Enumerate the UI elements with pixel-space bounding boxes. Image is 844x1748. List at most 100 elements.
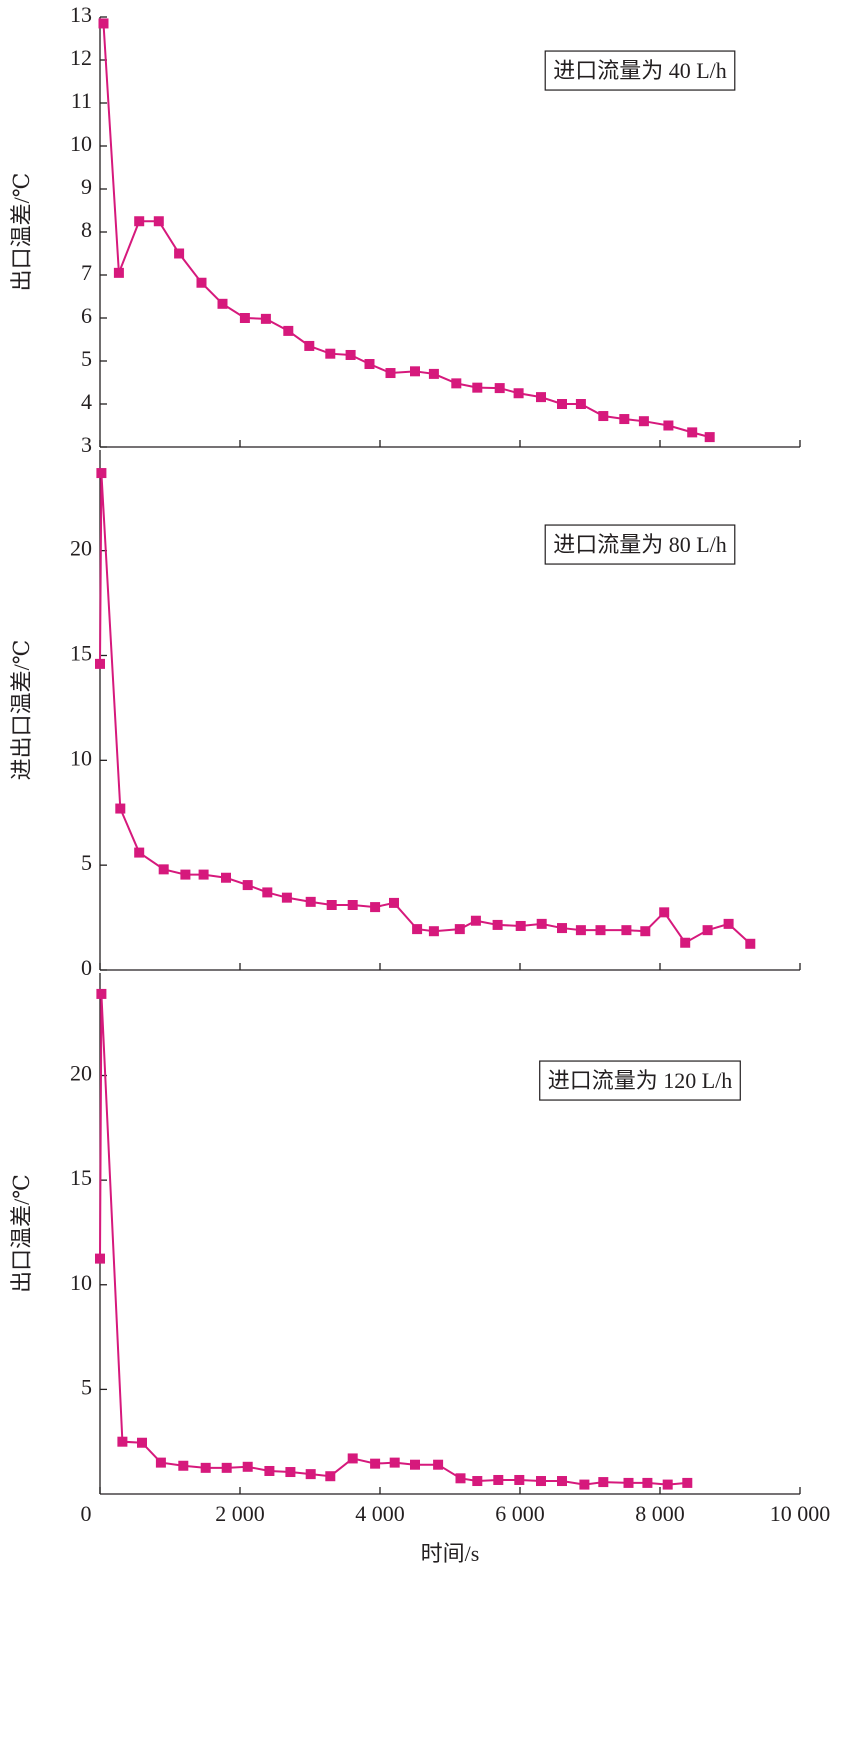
data-point: [134, 216, 145, 227]
data-point: [494, 383, 505, 394]
data-point: [95, 658, 105, 669]
data-point: [137, 1437, 147, 1448]
data-point: [642, 1477, 653, 1488]
y-tick-label: 15: [70, 1165, 92, 1190]
data-point: [305, 896, 316, 907]
y-tick-label: 8: [81, 217, 92, 242]
data-point: [325, 348, 336, 359]
data-point: [158, 864, 169, 875]
data-point: [95, 1253, 105, 1264]
y-tick-label: 12: [70, 45, 92, 70]
data-point: [410, 1459, 420, 1470]
data-point: [451, 378, 462, 389]
data-point: [283, 325, 294, 336]
annotation-box: [539, 1060, 741, 1101]
y-tick-label: 4: [81, 389, 92, 414]
x-tick-label: 10 000: [770, 1501, 831, 1526]
data-point: [515, 920, 526, 931]
data-point: [575, 925, 586, 936]
x-axis-label: 时间/s: [421, 1541, 480, 1566]
data-point: [472, 1476, 483, 1487]
annotation: 进口流量为 40 L/h: [544, 50, 736, 91]
data-point: [579, 1479, 590, 1490]
data-point: [242, 880, 253, 891]
y-tick-label: 7: [81, 260, 92, 285]
data-point: [174, 248, 185, 259]
data-point: [454, 924, 465, 935]
data-point: [557, 399, 567, 409]
x-tick-label: 4 000: [355, 1501, 405, 1526]
data-point: [96, 988, 107, 999]
x-tick-label: 8 000: [635, 1501, 685, 1526]
data-point: [239, 313, 250, 323]
data-point: [326, 900, 337, 910]
y-tick-label: 6: [81, 303, 92, 328]
data-point: [370, 902, 381, 913]
data-point: [178, 1460, 189, 1471]
y-axis-label: 出口温差/℃: [9, 1174, 34, 1293]
data-point: [575, 399, 586, 409]
data-point: [347, 1453, 358, 1464]
y-tick-label: 5: [81, 1374, 92, 1399]
data-point: [745, 938, 756, 949]
data-point: [536, 1476, 546, 1487]
data-point: [285, 1467, 296, 1478]
data-point: [264, 1465, 275, 1476]
data-point: [492, 919, 503, 930]
data-point: [433, 1459, 444, 1470]
data-point: [557, 923, 567, 934]
data-point: [325, 1471, 336, 1482]
data-point: [389, 1457, 400, 1468]
y-tick-label: 10: [70, 745, 92, 770]
data-point: [410, 366, 420, 377]
data-point: [536, 918, 547, 929]
data-point: [260, 313, 271, 324]
data-point: [428, 368, 439, 379]
data-point: [514, 1474, 525, 1485]
y-tick-label: 10: [70, 131, 92, 156]
data-point: [98, 18, 109, 29]
data-point: [134, 847, 145, 858]
data-point: [221, 872, 231, 883]
y-tick-label: 9: [81, 174, 92, 199]
data-point: [198, 869, 209, 880]
data-point: [595, 925, 606, 936]
data-point: [455, 1473, 466, 1484]
data-point: [370, 1458, 381, 1469]
data-point: [723, 918, 734, 929]
annotation: 进口流量为 80 L/h: [544, 524, 736, 565]
data-point: [598, 1477, 609, 1488]
data-point: [200, 1462, 211, 1473]
data-point: [687, 427, 698, 438]
data-point: [347, 900, 358, 910]
y-axis-label: 出口温差/℃: [9, 173, 34, 292]
data-point: [281, 892, 292, 903]
y-tick-label: 10: [70, 1270, 92, 1295]
data-point: [623, 1477, 634, 1488]
data-point: [180, 869, 191, 880]
y-tick-label: 3: [81, 432, 92, 457]
data-point: [389, 897, 399, 908]
data-point: [680, 937, 691, 948]
annotation-text: 进口流量为 80 L/h: [553, 532, 727, 557]
data-point: [304, 340, 315, 351]
y-tick-label: 20: [70, 536, 92, 561]
data-point: [115, 803, 126, 814]
data-point: [96, 468, 107, 479]
data-point: [262, 887, 273, 898]
data-point: [217, 298, 228, 309]
data-point: [598, 411, 609, 422]
data-point: [113, 267, 124, 278]
data-point: [117, 1436, 128, 1447]
data-point: [242, 1461, 253, 1472]
data-point: [364, 359, 375, 370]
y-tick-label: 0: [81, 955, 92, 980]
y-tick-label: 13: [70, 2, 92, 27]
data-point: [659, 907, 670, 918]
data-point: [345, 349, 356, 360]
data-point: [412, 924, 423, 935]
data-point: [305, 1469, 316, 1480]
y-tick-label: 15: [70, 641, 92, 666]
